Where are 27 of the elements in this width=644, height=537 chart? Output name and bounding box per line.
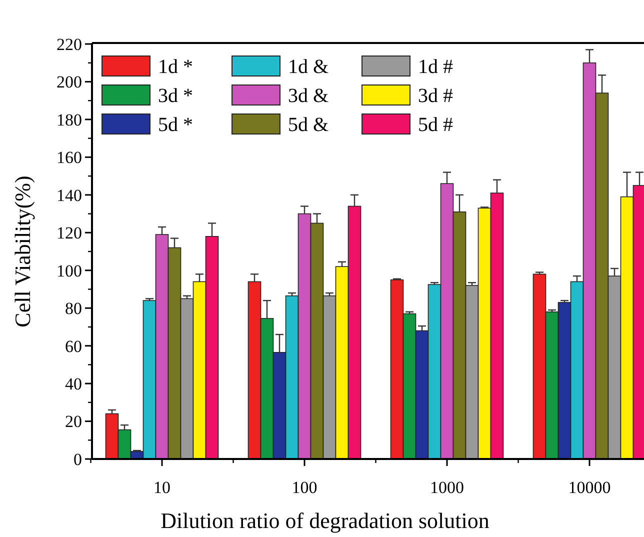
x-tick-label: 100	[292, 478, 318, 497]
legend-label: 3d &	[288, 85, 329, 107]
y-tick-label: 80	[65, 299, 82, 318]
y-tick-label: 0	[74, 450, 82, 469]
y-tick-label: 120	[56, 224, 82, 243]
legend-label: 1d #	[418, 56, 453, 78]
y-tick-label: 160	[56, 148, 82, 168]
legend-label: 3d *	[158, 85, 193, 107]
y-tick-label: 20	[65, 412, 82, 432]
y-tick-label: 180	[56, 110, 82, 130]
x-tick-label: 10000	[568, 478, 611, 497]
legend-label: 1d &	[288, 56, 329, 78]
legend-label: 5d #	[418, 114, 453, 136]
legend-label: 3d #	[418, 85, 453, 107]
y-axis-title: Cell Viability(%)	[10, 176, 35, 328]
y-tick-label: 40	[65, 374, 82, 394]
y-tick-label: 100	[56, 261, 82, 280]
y-tick-label: 140	[56, 186, 82, 205]
legend-label: 5d *	[158, 114, 193, 136]
x-tick-label: 10	[154, 478, 170, 497]
legend-label: 5d &	[288, 114, 329, 136]
y-tick-label: 220	[56, 34, 82, 54]
x-tick-label: 1000	[430, 478, 464, 497]
legend-label: 1d *	[158, 56, 193, 78]
y-tick-label: 60	[65, 336, 82, 356]
y-tick-label: 200	[56, 72, 82, 92]
x-axis-title: Dilution ratio of degradation solution	[160, 508, 490, 533]
